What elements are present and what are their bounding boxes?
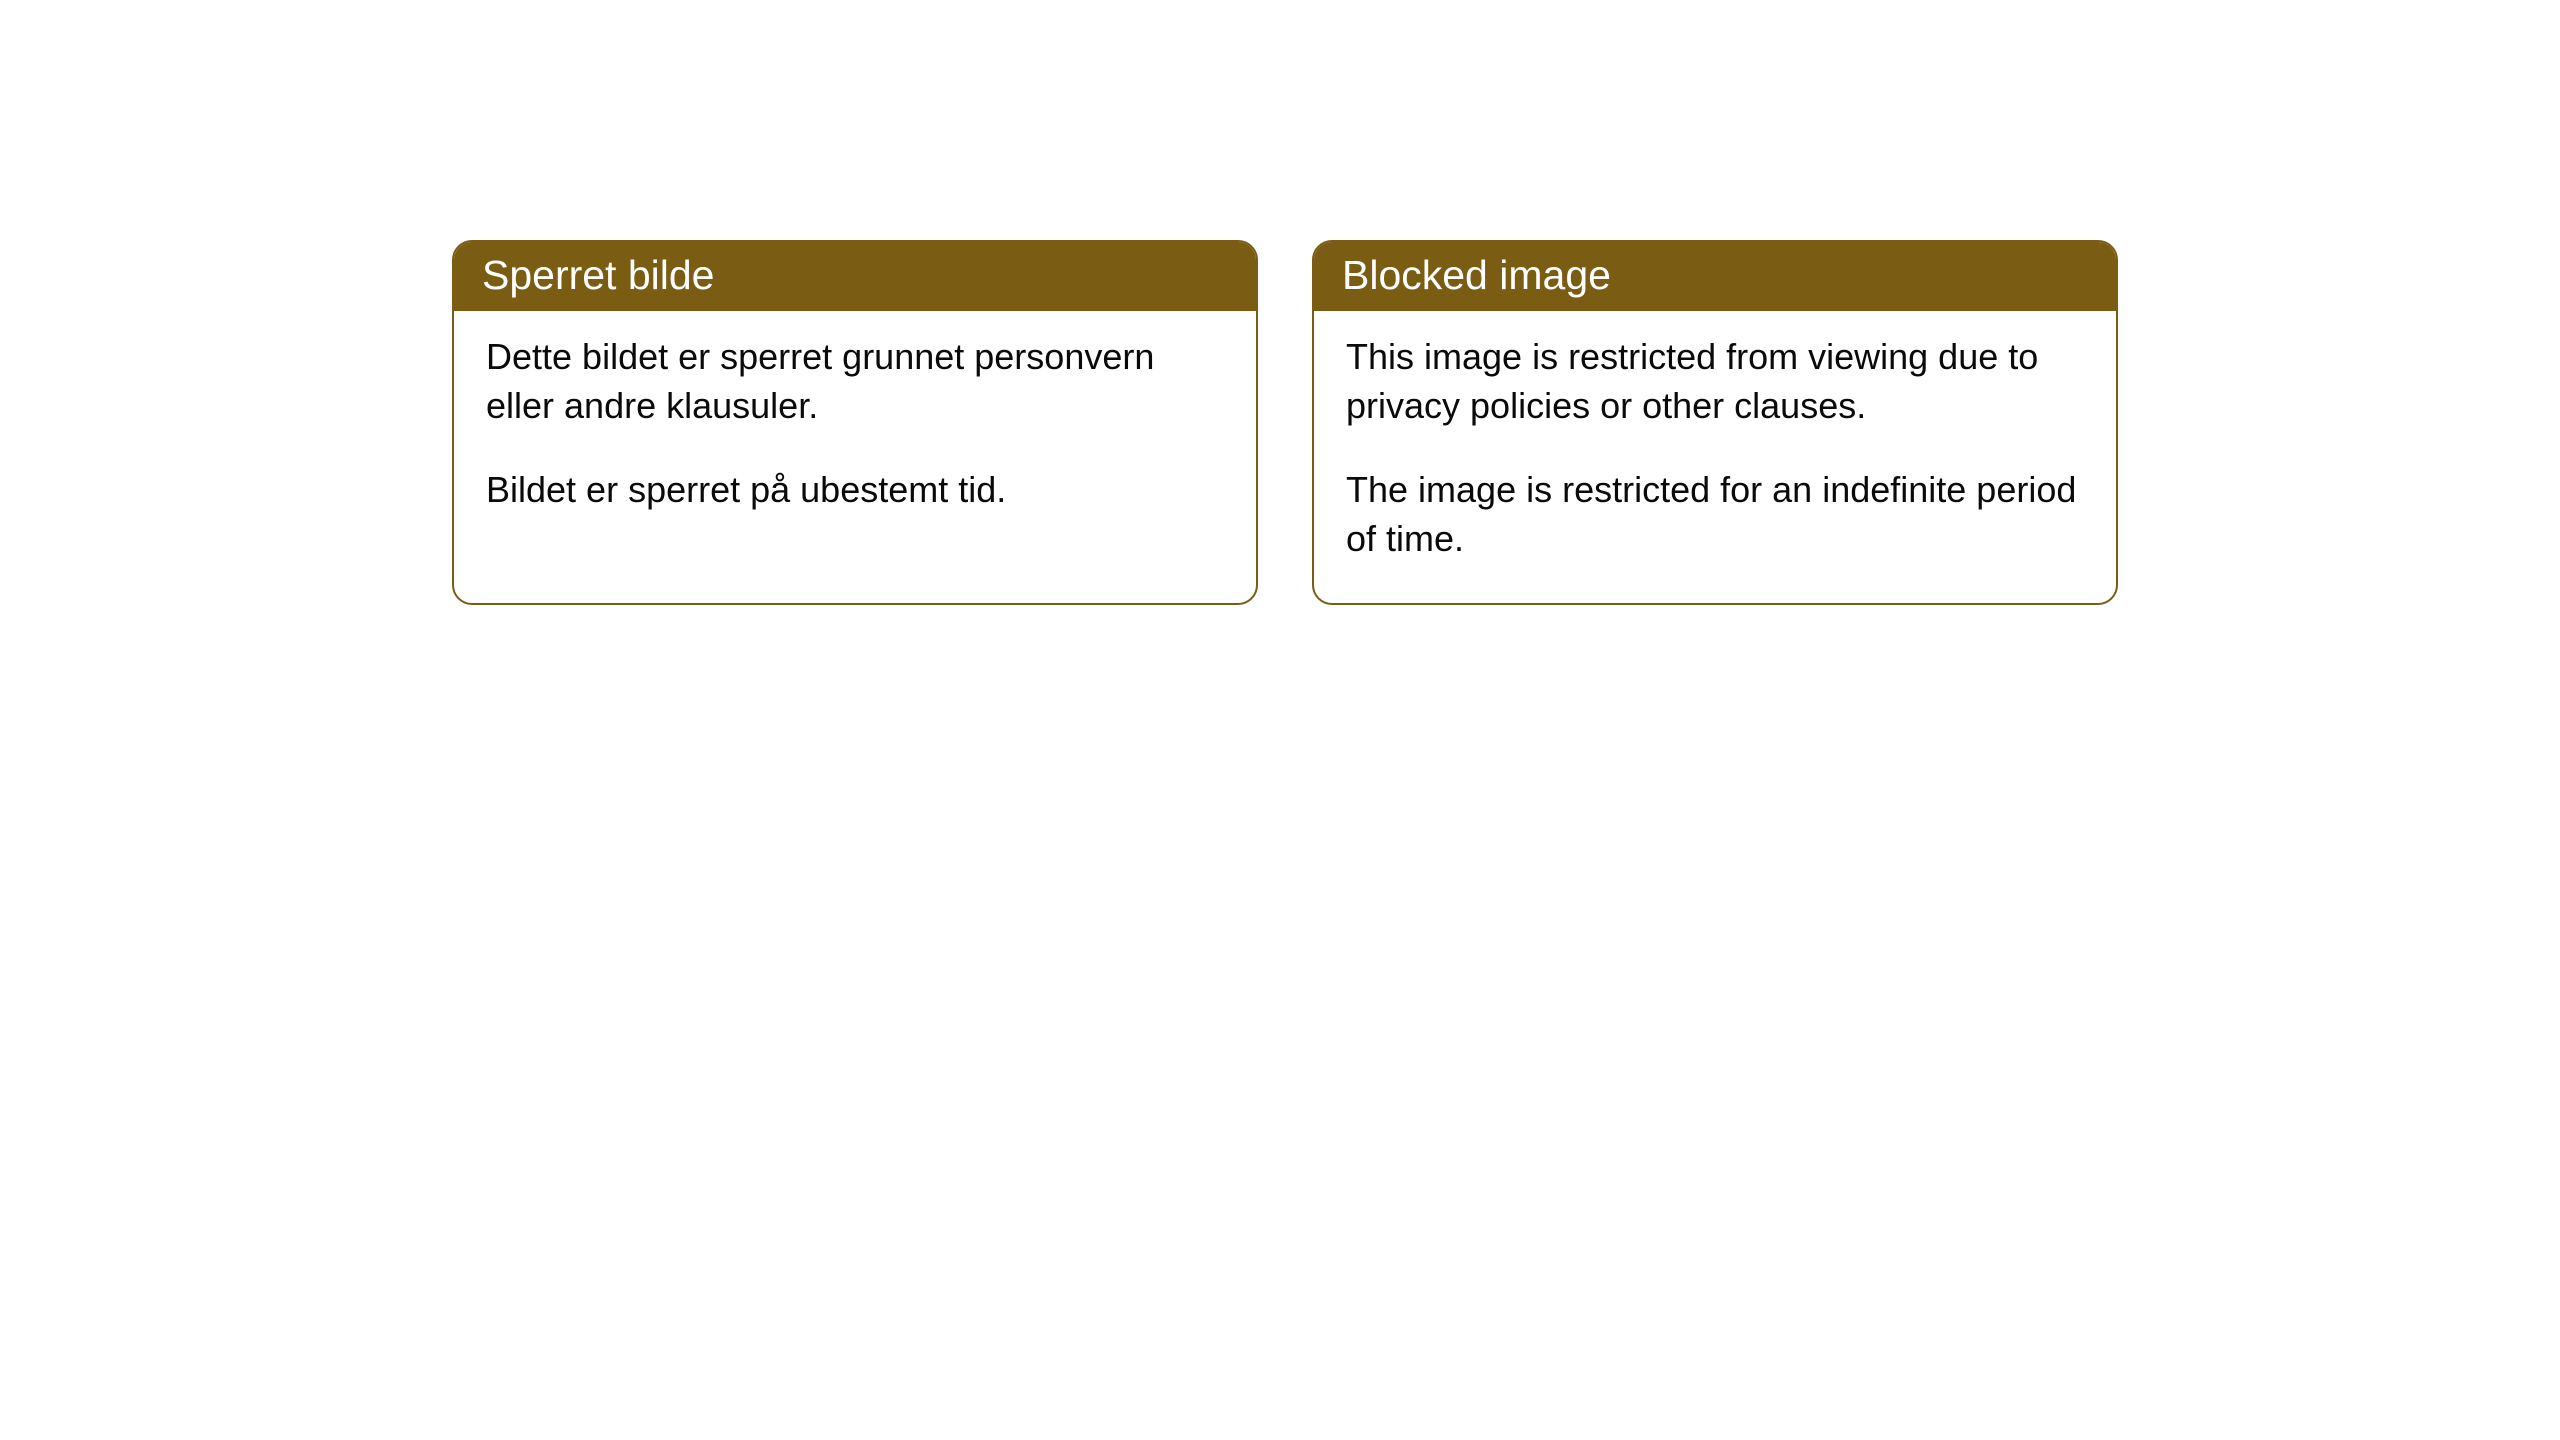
blocked-image-card-norwegian: Sperret bilde Dette bildet er sperret gr… <box>452 240 1258 605</box>
notice-cards-container: Sperret bilde Dette bildet er sperret gr… <box>452 240 2118 605</box>
card-header-norwegian: Sperret bilde <box>454 242 1256 311</box>
notice-text-2-norwegian: Bildet er sperret på ubestemt tid. <box>486 466 1224 515</box>
notice-text-1-norwegian: Dette bildet er sperret grunnet personve… <box>486 333 1224 430</box>
blocked-image-card-english: Blocked image This image is restricted f… <box>1312 240 2118 605</box>
notice-text-1-english: This image is restricted from viewing du… <box>1346 333 2084 430</box>
card-body-norwegian: Dette bildet er sperret grunnet personve… <box>454 311 1256 555</box>
card-header-english: Blocked image <box>1314 242 2116 311</box>
card-body-english: This image is restricted from viewing du… <box>1314 311 2116 603</box>
notice-text-2-english: The image is restricted for an indefinit… <box>1346 466 2084 563</box>
